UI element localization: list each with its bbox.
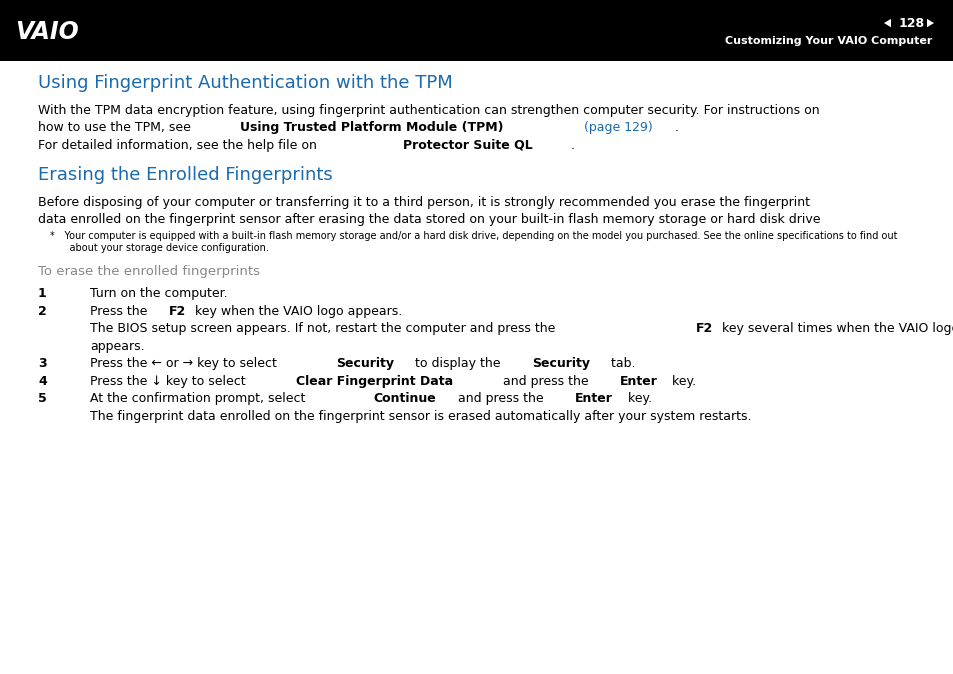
Text: At the confirmation prompt, select: At the confirmation prompt, select xyxy=(90,392,309,405)
Text: The BIOS setup screen appears. If not, restart the computer and press the: The BIOS setup screen appears. If not, r… xyxy=(90,322,558,335)
Text: to display the: to display the xyxy=(411,357,504,370)
Text: 5: 5 xyxy=(38,392,47,405)
Text: 4: 4 xyxy=(38,375,47,388)
Text: The fingerprint data enrolled on the fingerprint sensor is erased automatically : The fingerprint data enrolled on the fin… xyxy=(90,410,751,423)
Text: For detailed information, see the help file on: For detailed information, see the help f… xyxy=(38,139,320,152)
Text: and press the: and press the xyxy=(454,392,547,405)
Bar xyxy=(0,0,953,61)
Text: Customizing Your VAIO Computer: Customizing Your VAIO Computer xyxy=(724,36,931,47)
Text: key several times when the VAIO logo: key several times when the VAIO logo xyxy=(718,322,953,335)
Text: about your storage device configuration.: about your storage device configuration. xyxy=(50,243,269,253)
Text: Before disposing of your computer or transferring it to a third person, it is st: Before disposing of your computer or tra… xyxy=(38,195,809,209)
Text: Turn on the computer.: Turn on the computer. xyxy=(90,287,228,300)
Text: .: . xyxy=(570,139,574,152)
Text: Using Fingerprint Authentication with the TPM: Using Fingerprint Authentication with th… xyxy=(38,73,453,92)
Text: tab.: tab. xyxy=(606,357,635,370)
Text: 1: 1 xyxy=(38,287,47,300)
Text: * Your computer is equipped with a built-in flash memory storage and/or a hard d: * Your computer is equipped with a built… xyxy=(50,231,897,241)
Text: Continue: Continue xyxy=(373,392,436,405)
Text: Enter: Enter xyxy=(575,392,612,405)
Text: Protector Suite QL: Protector Suite QL xyxy=(402,139,532,152)
Text: and press the: and press the xyxy=(498,375,592,388)
Text: Press the ↓ key to select: Press the ↓ key to select xyxy=(90,375,250,388)
Text: F2: F2 xyxy=(169,305,186,317)
Text: Security: Security xyxy=(336,357,394,370)
Text: Using Trusted Platform Module (TPM): Using Trusted Platform Module (TPM) xyxy=(240,121,503,134)
Text: key when the VAIO logo appears.: key when the VAIO logo appears. xyxy=(192,305,402,317)
Text: F2: F2 xyxy=(695,322,712,335)
Text: data enrolled on the fingerprint sensor after erasing the data stored on your bu: data enrolled on the fingerprint sensor … xyxy=(38,213,820,226)
Polygon shape xyxy=(926,19,933,27)
Text: how to use the TPM, see: how to use the TPM, see xyxy=(38,121,194,134)
Text: 2: 2 xyxy=(38,305,47,317)
Text: Press the: Press the xyxy=(90,305,152,317)
Text: Press the ← or → key to select: Press the ← or → key to select xyxy=(90,357,280,370)
Text: key.: key. xyxy=(668,375,696,388)
Text: 128: 128 xyxy=(898,17,924,30)
Text: VAIO: VAIO xyxy=(15,20,79,44)
Text: appears.: appears. xyxy=(90,340,145,353)
Text: Enter: Enter xyxy=(618,375,657,388)
Text: Security: Security xyxy=(531,357,589,370)
Text: Clear Fingerprint Data: Clear Fingerprint Data xyxy=(295,375,453,388)
Text: (page 129): (page 129) xyxy=(579,121,653,134)
Text: 3: 3 xyxy=(38,357,47,370)
Text: key.: key. xyxy=(623,392,651,405)
Text: .: . xyxy=(674,121,678,134)
Text: With the TPM data encryption feature, using fingerprint authentication can stren: With the TPM data encryption feature, us… xyxy=(38,104,819,117)
Text: Erasing the Enrolled Fingerprints: Erasing the Enrolled Fingerprints xyxy=(38,166,333,183)
Text: To erase the enrolled fingerprints: To erase the enrolled fingerprints xyxy=(38,265,260,278)
Polygon shape xyxy=(883,19,890,27)
